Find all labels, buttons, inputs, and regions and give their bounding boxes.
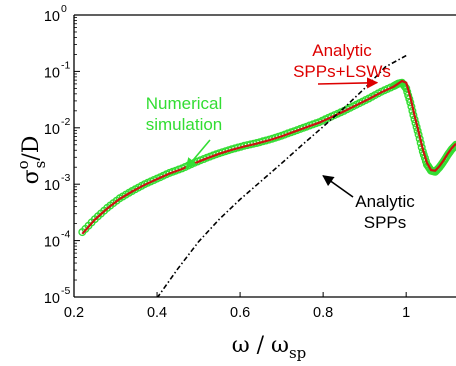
annotation-text: Numerical simulation [146, 94, 223, 134]
y-tick-exponent: -5 [61, 285, 70, 297]
y-tick-exponent: -4 [61, 229, 70, 241]
y-tick-label: 10 [44, 235, 60, 251]
x-axis-label-sub: sp [289, 344, 306, 362]
y-tick-label: 10 [44, 9, 60, 25]
y-tick-label: 10 [44, 291, 60, 307]
annotation-line: SPPs [364, 213, 407, 232]
y-tick-exponent: -3 [61, 172, 70, 184]
annotation-arrow [317, 77, 379, 89]
data-point [451, 141, 456, 150]
y-axis-label-sup: o [14, 160, 32, 169]
series-line [81, 79, 456, 235]
y-tick-exponent: 0 [61, 3, 67, 15]
annotation-arrow [322, 175, 354, 198]
x-axis-label: ω / ωsp [232, 333, 307, 362]
data-point [449, 143, 456, 151]
y-axis-label-sub: s [31, 161, 49, 169]
data-point [452, 140, 456, 149]
annotation-line: Analytic [312, 41, 372, 60]
annotation-line: Analytic [355, 192, 415, 211]
annotation-text: Analytic SPPs+LSWs [293, 41, 391, 81]
y-tick-label: 10 [44, 122, 60, 138]
x-tick-label: 1 [402, 305, 410, 321]
x-tick-label: 0.4 [147, 305, 167, 321]
y-tick-exponent: -2 [61, 116, 70, 128]
annotation-line: SPPs+LSWs [293, 62, 391, 81]
y-axis-label-tail: /D [19, 136, 44, 161]
annotation-line: simulation [146, 115, 223, 134]
x-tick-label: 0.8 [313, 305, 333, 321]
y-tick-label: 10 [44, 65, 60, 81]
annotation-text: Analytic SPPs [355, 192, 415, 232]
annotation-arrow [185, 139, 211, 170]
series-line [156, 54, 407, 297]
y-axis-label: σos/D [14, 136, 49, 185]
y-tick-exponent: -1 [61, 59, 70, 71]
annotation-line: Numerical [146, 94, 223, 113]
x-tick-label: 0.6 [230, 305, 250, 321]
y-tick-label: 10 [44, 178, 60, 194]
y-axis-label-main: σ [19, 169, 44, 184]
series-markers [78, 78, 456, 237]
x-tick-label: 0.2 [64, 305, 84, 321]
